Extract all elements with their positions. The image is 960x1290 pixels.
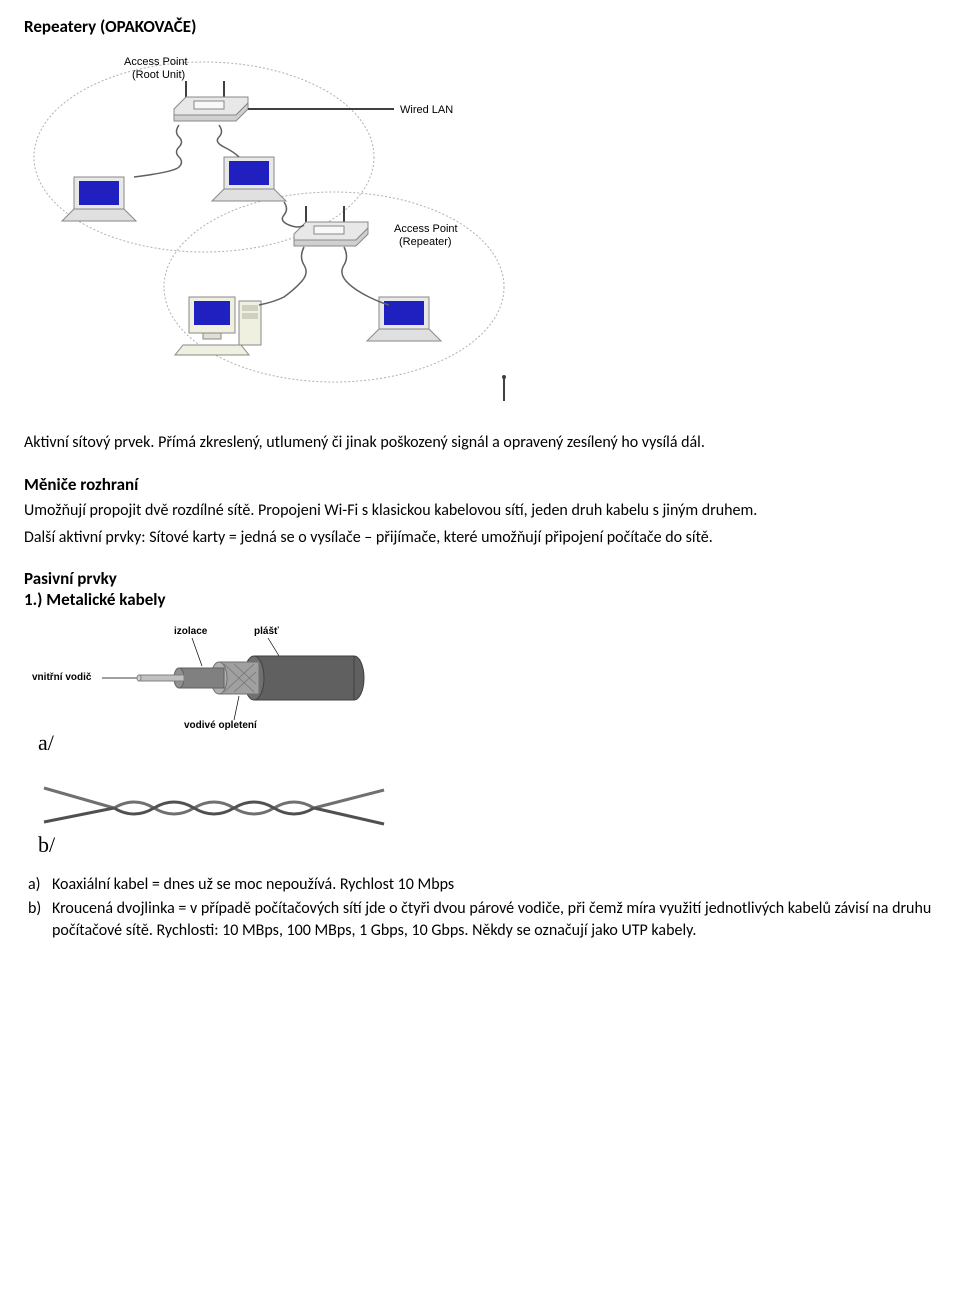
label-a: a/ bbox=[38, 730, 55, 755]
repeater-description: Aktivní sítový prvek. Přímá zkreslený, u… bbox=[24, 433, 936, 454]
heading-pasivni: Pasivní prvky bbox=[24, 568, 936, 589]
cable-list: Koaxiální kabel = dnes už se moc nepouží… bbox=[24, 874, 936, 941]
list-item-b: Kroucená dvojlinka = v případě počítačov… bbox=[52, 898, 936, 941]
menice-paragraph-1: Umožňují propojit dvě rozdílné sítě. Pro… bbox=[24, 501, 936, 522]
menice-paragraph-2: Další aktivní prvky: Sítové karty = jedn… bbox=[24, 528, 936, 549]
heading-menice: Měniče rozhraní bbox=[24, 474, 936, 495]
label-izolace: izolace bbox=[174, 626, 208, 637]
list-item-a: Koaxiální kabel = dnes už se moc nepouží… bbox=[52, 874, 936, 896]
page-title: Repeatery (OPAKOVAČE) bbox=[24, 16, 936, 37]
ap-repeater-label-line1: Access Point bbox=[394, 223, 458, 235]
label-b: b/ bbox=[38, 832, 56, 857]
label-vnitrni-vodic: vnitřní vodič bbox=[32, 672, 92, 683]
wired-lan-label: Wired LAN bbox=[400, 104, 453, 116]
twisted-pair-diagram: b/ bbox=[24, 770, 424, 860]
svg-text:Access Point (Repeater): Access Point (Repeater) bbox=[394, 223, 461, 248]
coaxial-cable-diagram: izolace plášť vnitřní vodič vodivé oplet… bbox=[24, 620, 424, 760]
wifi-repeater-diagram: Access Point (Root Unit) Wired LAN Acces… bbox=[24, 47, 544, 417]
ap-root-label-line2: (Root Unit) bbox=[132, 69, 185, 81]
label-opleteni: vodivé opletení bbox=[184, 720, 258, 731]
ap-repeater-label-line2: (Repeater) bbox=[399, 236, 452, 248]
heading-metalicke: 1.) Metalické kabely bbox=[24, 589, 936, 610]
svg-text:Access Point (Root Unit): Access Point (Root Unit) bbox=[124, 56, 191, 81]
ap-root-label-line1: Access Point bbox=[124, 56, 188, 68]
label-plast: plášť bbox=[254, 626, 279, 637]
